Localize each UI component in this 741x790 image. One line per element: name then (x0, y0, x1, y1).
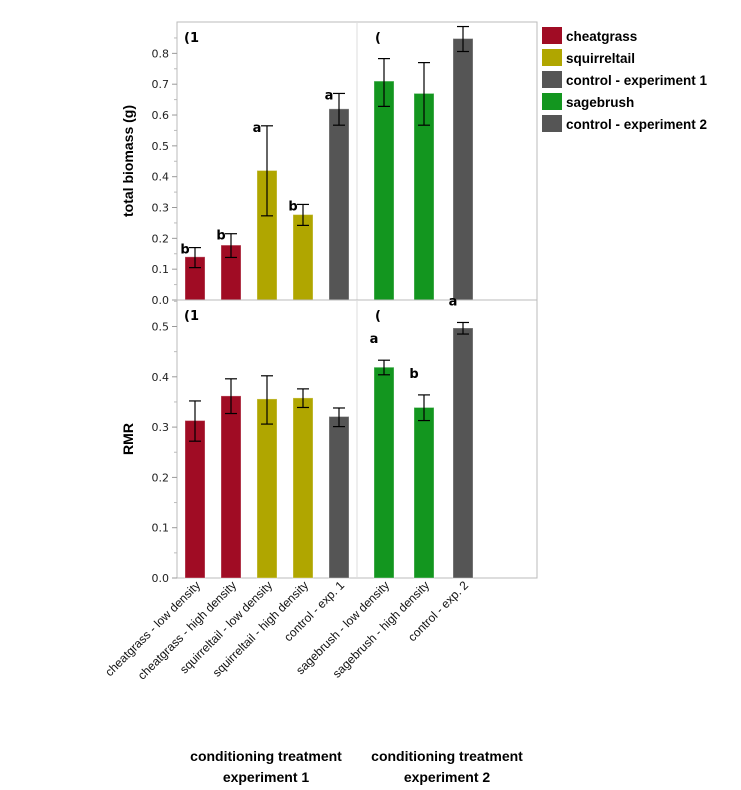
bar-bottom-2 (256, 398, 278, 579)
bar-top-5 (373, 80, 395, 301)
y-tick-label: 0.5 (152, 140, 170, 153)
bar-bottom-3 (292, 397, 314, 579)
bar-top-3 (292, 214, 314, 301)
bar-top-7 (452, 38, 474, 301)
bar-bottom-7 (452, 327, 474, 579)
y-tick-label: 0.5 (152, 321, 170, 334)
legend-swatch (542, 27, 562, 44)
x-group-title: conditioning treatment (371, 748, 523, 764)
y-tick-label: 0.1 (152, 263, 170, 276)
significance-letter: a (370, 332, 379, 347)
bar-bottom-1 (220, 395, 242, 579)
y-tick-label: 0.4 (152, 371, 170, 384)
legend-label: sagebrush (566, 95, 634, 110)
legend-label: control - experiment 1 (566, 73, 708, 88)
y-tick-label: 0.4 (152, 171, 170, 184)
legend (540, 22, 736, 138)
y-tick-label: 0.2 (152, 471, 170, 484)
legend-swatch (542, 71, 562, 88)
y-tick-label: 0.0 (152, 294, 170, 307)
legend-label: control - experiment 2 (566, 117, 707, 132)
significance-letter: b (180, 243, 189, 258)
significance-letter: b (288, 199, 297, 214)
x-group-subtitle: experiment 2 (404, 769, 491, 785)
y-tick-label: 0.2 (152, 232, 170, 245)
y-tick-label: 0.8 (152, 47, 170, 60)
x-group-subtitle: experiment 1 (223, 769, 310, 785)
y-tick-label: 0.7 (152, 78, 170, 91)
significance-letter: a (449, 294, 458, 309)
bar-bottom-6 (413, 406, 435, 579)
legend-swatch (542, 115, 562, 132)
legend-swatch (542, 93, 562, 110)
y-tick-label: 0.0 (152, 572, 170, 585)
bar-bottom-0 (184, 420, 206, 579)
y-axis-title: total biomass (g) (120, 105, 136, 217)
legend-label: squirreltail (566, 51, 635, 66)
legend-label: cheatgrass (566, 29, 637, 44)
bar-bottom-5 (373, 366, 395, 579)
y-tick-label: 0.1 (152, 522, 170, 535)
legend-swatch (542, 49, 562, 66)
y-tick-label: 0.3 (152, 421, 170, 434)
panel-label: (1 (184, 309, 199, 324)
panel-label: ( (375, 309, 381, 324)
y-tick-label: 0.3 (152, 202, 170, 215)
y-tick-label: 0.6 (152, 109, 170, 122)
y-axis-title: RMR (120, 423, 136, 455)
bar-bottom-4 (328, 416, 350, 579)
significance-letter: b (216, 229, 225, 244)
significance-letter: a (325, 88, 334, 103)
x-group-title: conditioning treatment (190, 748, 342, 764)
bar-top-4 (328, 108, 350, 301)
panel-label: (1 (184, 31, 199, 46)
significance-letter: b (409, 367, 418, 382)
significance-letter: a (253, 121, 262, 136)
panel-label: ( (375, 31, 381, 46)
